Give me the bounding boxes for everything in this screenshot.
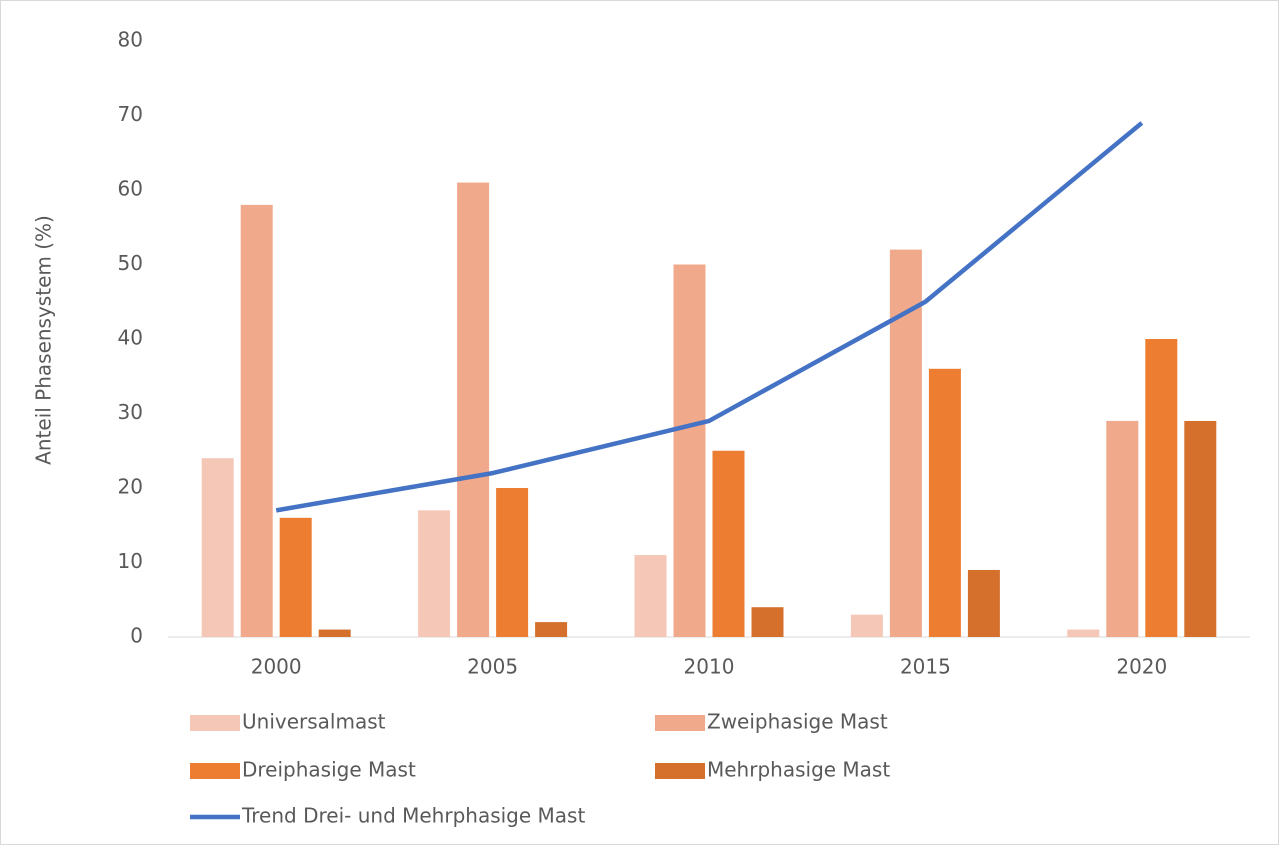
y-axis-title: Anteil Phasensystem (%) <box>32 215 56 465</box>
bar <box>967 569 1000 637</box>
bar <box>673 264 706 637</box>
legend-swatch <box>190 715 240 731</box>
x-tick-label: 2010 <box>684 655 735 679</box>
x-tick-label: 2000 <box>251 655 302 679</box>
y-tick-label: 0 <box>130 624 143 648</box>
legend-swatch <box>655 763 705 779</box>
y-tick-label: 50 <box>118 251 143 275</box>
bar <box>201 458 234 637</box>
bar <box>1184 420 1217 637</box>
bar <box>535 622 568 637</box>
legend-swatch <box>655 715 705 731</box>
bar <box>1106 420 1139 637</box>
legend-swatch <box>190 763 240 779</box>
bar <box>1145 339 1178 637</box>
bar <box>418 510 451 637</box>
legend-label: Mehrphasige Mast <box>707 758 890 782</box>
x-tick-label: 2005 <box>467 655 518 679</box>
x-tick-label: 2015 <box>900 655 951 679</box>
bar <box>279 517 312 637</box>
bar <box>712 450 745 637</box>
y-tick-label: 40 <box>118 326 143 350</box>
bar <box>634 555 667 637</box>
legend-label: Dreiphasige Mast <box>242 758 416 782</box>
trend-line <box>275 121 1144 513</box>
y-tick-label: 60 <box>118 177 143 201</box>
y-tick-label: 10 <box>118 549 143 573</box>
y-tick-label: 30 <box>118 400 143 424</box>
legend-label: Universalmast <box>242 710 386 734</box>
bar <box>1067 629 1100 637</box>
y-tick-label: 80 <box>118 28 143 52</box>
x-tick-label: 2020 <box>1116 655 1167 679</box>
bar <box>751 607 784 637</box>
bar <box>928 368 961 637</box>
legend-label: Zweiphasige Mast <box>707 710 888 734</box>
y-tick-label: 20 <box>118 475 143 499</box>
bar <box>457 182 490 638</box>
legend-label: Trend Drei- und Mehrphasige Mast <box>241 804 585 828</box>
bar <box>850 614 883 637</box>
bar <box>240 204 273 637</box>
bar <box>318 629 351 637</box>
y-tick-label: 70 <box>118 102 143 126</box>
bar <box>496 488 529 637</box>
